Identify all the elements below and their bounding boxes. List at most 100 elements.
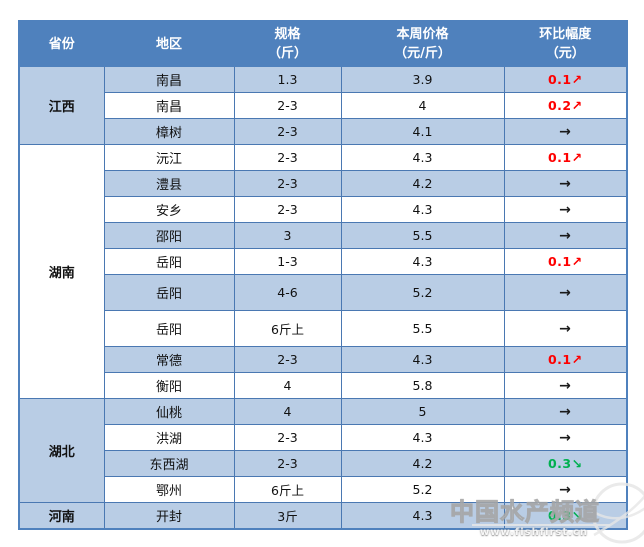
change-cell: → (503, 398, 628, 425)
change-cell: 0.2↗ (503, 92, 628, 119)
spec-cell: 2-3 (233, 196, 342, 223)
region-cell: 东西湖 (103, 450, 235, 477)
price-table: 省份 地区 规格 （斤） 本周价格 （元/斤） 环比幅度 （元） 江西 南昌 (18, 20, 628, 530)
spec-cell: 2-3 (233, 144, 342, 171)
table-row: 澧县 2-3 4.2 → (19, 170, 628, 197)
change-cell: → (503, 476, 628, 503)
region-cell: 开封 (103, 502, 235, 530)
price-cell: 4.3 (340, 144, 505, 171)
price-cell: 4.3 (340, 502, 505, 530)
province-cell-hunan: 湖南 (18, 144, 105, 399)
region-cell: 南昌 (103, 92, 235, 119)
change-cell: → (503, 372, 628, 399)
header-row: 省份 地区 规格 （斤） 本周价格 （元/斤） 环比幅度 （元） (18, 20, 628, 67)
table-row: 河南 开封 3斤 4.3 0.3↘ (18, 502, 628, 530)
table-row: 衡阳 4 5.8 → (19, 372, 628, 399)
region-cell: 鄂州 (103, 476, 235, 503)
col-header-price-line1: 本周价格 (396, 27, 449, 42)
table-row: 湖北 仙桃 4 5 → (18, 398, 628, 503)
table-row: 东西湖 2-3 4.2 0.3↘ (19, 450, 628, 477)
col-header-change-line2: （元） (545, 46, 585, 61)
region-cell: 樟树 (103, 118, 235, 145)
spec-cell: 2-3 (233, 92, 342, 119)
spec-cell: 1.3 (233, 66, 342, 93)
spec-cell: 2-3 (233, 170, 342, 197)
col-header-spec: 规格 （斤） (233, 20, 342, 67)
change-cell: 0.1↗ (503, 248, 628, 275)
price-cell: 4.3 (340, 248, 505, 275)
region-cell: 洪湖 (103, 424, 235, 451)
price-cell: 4.3 (340, 346, 505, 373)
col-header-region: 地区 (103, 20, 235, 67)
spec-cell: 2-3 (233, 450, 342, 477)
province-cell-jiangxi: 江西 (18, 66, 105, 145)
price-cell: 4.2 (340, 170, 505, 197)
spec-cell: 2-3 (233, 346, 342, 373)
change-cell: → (503, 170, 628, 197)
price-cell: 4 (340, 92, 505, 119)
spec-cell: 6斤上 (233, 310, 342, 347)
table-row: 南昌 2-3 4 0.2↗ (19, 92, 628, 119)
col-header-change-line1: 环比幅度 (539, 27, 592, 42)
price-cell: 3.9 (340, 66, 505, 93)
spec-cell: 4-6 (233, 274, 342, 311)
change-cell: → (503, 310, 628, 347)
spec-cell: 2-3 (233, 424, 342, 451)
region-cell: 邵阳 (103, 222, 235, 249)
change-cell: → (503, 118, 628, 145)
region-cell: 安乡 (103, 196, 235, 223)
price-cell: 5.2 (340, 274, 505, 311)
province-cell-hubei: 湖北 (18, 398, 105, 503)
col-header-spec-line1: 规格 (274, 27, 301, 42)
table-body: 江西 南昌 1.3 3.9 0.1↗ 南昌 2-3 4 0.2↗ 樟树 2-3 … (18, 66, 628, 530)
col-header-province: 省份 (18, 20, 105, 67)
table-row: 安乡 2-3 4.3 → (19, 196, 628, 223)
table-row: 岳阳 6斤上 5.5 → (19, 310, 628, 347)
price-cell: 4.3 (340, 424, 505, 451)
price-cell: 5 (340, 398, 505, 425)
col-header-province-label: 省份 (48, 36, 75, 52)
table-row: 江西 南昌 1.3 3.9 0.1↗ (18, 66, 628, 145)
price-cell: 5.5 (340, 222, 505, 249)
col-header-price: 本周价格 （元/斤） (340, 20, 505, 67)
change-cell: 0.1↗ (503, 144, 628, 171)
region-cell: 岳阳 (103, 310, 235, 347)
table-row: 常德 2-3 4.3 0.1↗ (19, 346, 628, 373)
change-cell: 0.3↘ (503, 502, 628, 530)
table-row: 岳阳 1-3 4.3 0.1↗ (19, 248, 628, 275)
spec-cell: 4 (233, 398, 342, 425)
spec-cell: 4 (233, 372, 342, 399)
price-cell: 5.5 (340, 310, 505, 347)
col-header-region-label: 地区 (155, 36, 182, 52)
price-cell: 4.2 (340, 450, 505, 477)
province-cell-henan: 河南 (18, 502, 105, 530)
table-row: 洪湖 2-3 4.3 → (19, 424, 628, 451)
region-cell: 仙桃 (103, 398, 235, 425)
region-cell: 沅江 (103, 144, 235, 171)
change-cell: → (503, 222, 628, 249)
spec-cell: 1-3 (233, 248, 342, 275)
price-cell: 4.3 (340, 196, 505, 223)
price-cell: 5.8 (340, 372, 505, 399)
price-cell: 4.1 (340, 118, 505, 145)
change-cell: → (503, 424, 628, 451)
table-row: 湖南 沅江 2-3 4.3 0.1↗ (18, 144, 628, 399)
table-header: 省份 地区 规格 （斤） 本周价格 （元/斤） 环比幅度 （元） (18, 20, 628, 67)
col-header-price-line2: （元/斤） (394, 46, 451, 61)
col-header-change: 环比幅度 （元） (503, 20, 628, 67)
spec-cell: 2-3 (233, 118, 342, 145)
change-cell: 0.1↗ (503, 66, 628, 93)
change-cell: 0.3↘ (503, 450, 628, 477)
table-row: 鄂州 6斤上 5.2 → (19, 476, 628, 503)
change-cell: 0.1↗ (503, 346, 628, 373)
change-cell: → (503, 196, 628, 223)
region-cell: 衡阳 (103, 372, 235, 399)
spec-cell: 3斤 (233, 502, 342, 530)
table-row: 樟树 2-3 4.1 → (19, 118, 628, 145)
region-cell: 岳阳 (103, 248, 235, 275)
price-cell: 5.2 (340, 476, 505, 503)
region-cell: 南昌 (103, 66, 235, 93)
region-cell: 常德 (103, 346, 235, 373)
spec-cell: 3 (233, 222, 342, 249)
